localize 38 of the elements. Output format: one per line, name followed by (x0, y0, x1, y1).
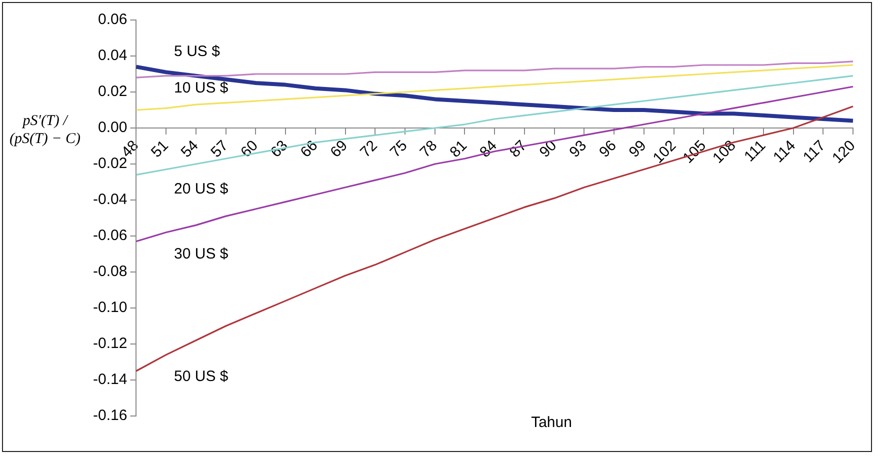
x-tick-label: 84 (476, 137, 500, 161)
y-tick-label: -0.12 (92, 335, 128, 352)
x-tick-label: 81 (446, 137, 470, 161)
y-tick-label: -0.14 (92, 371, 128, 388)
x-tick-label: 114 (770, 137, 800, 166)
x-tick-label: 72 (357, 137, 381, 161)
x-tick-label: 102 (650, 137, 680, 167)
y-tick-label: -0.08 (92, 263, 128, 280)
x-tick-label: 120 (829, 137, 859, 167)
y-tick-label: -0.02 (92, 155, 128, 172)
y-tick-label: -0.10 (92, 299, 128, 316)
x-tick-label: 108 (710, 137, 740, 167)
x-tick-label: 117 (800, 137, 829, 166)
x-tick-label: 78 (416, 137, 441, 161)
x-tick-label: 51 (148, 137, 172, 161)
series-label: 20 US $ (174, 180, 229, 198)
x-tick-label: 66 (297, 137, 322, 161)
x-tick-label: 111 (741, 137, 770, 166)
x-axis-title: Tahun (531, 414, 572, 431)
y-tick-label: -0.04 (92, 191, 128, 208)
y-axis-title: pS′(T) / (pS(T) − C) (8, 112, 82, 148)
series-label: 10 US $ (174, 79, 229, 96)
y-tick-label: 0.00 (98, 119, 128, 136)
x-tick-label: 57 (208, 137, 232, 161)
series-label: 50 US $ (174, 368, 229, 385)
x-tick-label: 93 (566, 137, 590, 161)
y-tick-label: 0.06 (98, 11, 128, 28)
series-label: 30 US $ (174, 246, 229, 263)
x-tick-label: 69 (327, 137, 352, 161)
series-label: 5 US $ (174, 42, 221, 60)
y-tick-label: 0.04 (98, 47, 128, 64)
x-tick-label: 99 (626, 137, 650, 161)
x-tick-label: 96 (596, 137, 620, 161)
y-tick-label: -0.06 (92, 227, 128, 244)
y-tick-label: 0.02 (98, 83, 128, 100)
x-tick-label: 54 (178, 137, 202, 161)
y-tick-label: -0.16 (92, 407, 128, 424)
x-tick-label: 75 (386, 137, 411, 161)
